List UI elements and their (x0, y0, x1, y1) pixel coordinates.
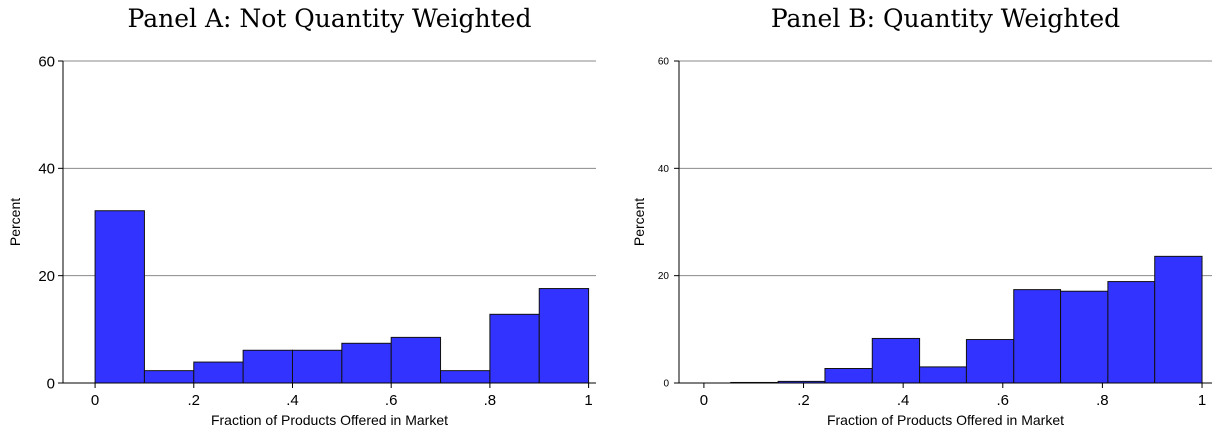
x-tick-label: .4 (897, 392, 910, 409)
x-axis-label: Fraction of Products Offered in Market (827, 412, 1064, 428)
histogram-bar-b-6 (1013, 289, 1062, 384)
histogram-bar-a-9 (538, 288, 590, 384)
x-tick-label: .2 (188, 392, 201, 409)
y-tick-label: 40 (658, 164, 670, 175)
y-tick-label: 0 (663, 379, 669, 390)
histogram-bar-b-4 (919, 366, 967, 384)
histogram-bar-b-2 (824, 368, 873, 384)
x-tick-label: .8 (484, 392, 497, 409)
y-tick-label: 20 (38, 268, 55, 285)
histogram-bar-a-0 (94, 210, 145, 384)
y-tick-label: 60 (658, 57, 670, 68)
x-tick-label: .2 (797, 392, 810, 409)
histogram-bar-a-5 (341, 342, 392, 384)
x-tick-label: 0 (700, 392, 708, 409)
histogram-bar-a-7 (440, 370, 491, 384)
x-tick-label: 0 (91, 392, 99, 409)
histogram-bar-b-8 (1107, 281, 1156, 384)
histogram-bar-a-2 (193, 361, 244, 384)
x-tick-label: .8 (1096, 392, 1109, 409)
panel-a-title: Panel A: Not Quantity Weighted (127, 4, 532, 33)
histogram-bar-b-3 (871, 337, 921, 384)
y-tick-label: 40 (38, 161, 55, 178)
y-tick-label: 0 (47, 375, 55, 392)
x-tick-label: .6 (385, 392, 398, 409)
histogram-bar-b-5 (965, 339, 1015, 384)
y-axis-label: Percent (7, 198, 23, 246)
x-tick-label: .6 (997, 392, 1010, 409)
histogram-bar-a-1 (143, 370, 195, 384)
histogram-bar-a-8 (489, 313, 540, 384)
x-tick-label: 1 (584, 392, 592, 409)
histogram-bar-a-3 (242, 349, 293, 384)
y-tick-label: 60 (38, 53, 55, 70)
x-tick-label: .4 (286, 392, 299, 409)
x-axis-label: Fraction of Products Offered in Market (211, 412, 448, 428)
panel-b-title: Panel B: Quantity Weighted (770, 4, 1121, 33)
histogram-bar-b-7 (1060, 290, 1109, 384)
y-tick-label: 20 (658, 271, 670, 282)
histogram-bar-a-4 (291, 349, 343, 384)
histogram-bar-a-6 (390, 336, 442, 384)
y-axis-label: Percent (631, 198, 647, 246)
x-tick-label: 1 (1198, 392, 1206, 409)
histogram-bar-b-9 (1154, 255, 1203, 384)
